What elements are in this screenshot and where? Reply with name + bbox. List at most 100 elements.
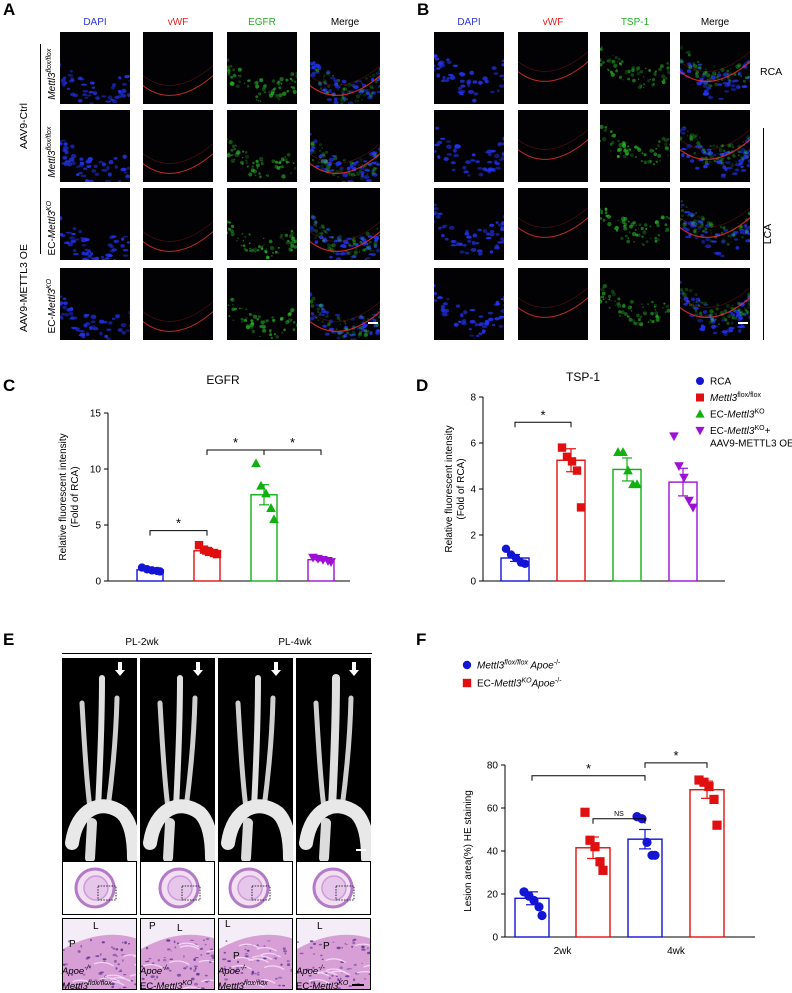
b-tile-r4-merge xyxy=(680,268,750,340)
significance-bracket xyxy=(532,776,645,781)
arrow-icon xyxy=(349,662,359,676)
data-point xyxy=(251,458,261,467)
a-tile-r4-egfr xyxy=(227,268,297,340)
a-tile-r2-dapi xyxy=(60,110,130,182)
a-tile-r3-merge xyxy=(310,188,380,260)
data-point xyxy=(521,560,529,568)
he-section-2 xyxy=(140,861,215,915)
row-label-a3: EC-Mettl3KO xyxy=(46,188,58,268)
a-tile-r4-dapi xyxy=(60,268,130,340)
data-point xyxy=(558,443,566,451)
b-tile-r2-dapi xyxy=(434,110,504,182)
chart-title: EGFR xyxy=(206,373,240,387)
pl2-line xyxy=(62,653,222,654)
a-tile-r3-vwf xyxy=(143,188,213,260)
y-axis-label: Lesion area(%) HE staining xyxy=(463,790,474,912)
genotype-caption-3: Apoe-/-Mettl3flox/flox xyxy=(218,963,294,993)
significance-bracket xyxy=(207,450,264,455)
x-tick-label: 2wk xyxy=(554,946,573,957)
y-tick-label: 10 xyxy=(90,465,102,476)
legend-entry: EC-Mettl3KOApoe-/- xyxy=(477,678,562,690)
he-section-4 xyxy=(296,861,371,915)
data-point xyxy=(534,902,543,911)
rca-label: RCA xyxy=(760,66,782,78)
data-point xyxy=(669,432,679,441)
legend-entry-line2: AAV9-METTL3 OE xyxy=(710,439,792,450)
a-channel-label-dapi: DAPI xyxy=(60,17,130,28)
pl4-line xyxy=(218,653,372,654)
a-channel-label-merge: Merge xyxy=(310,17,380,28)
data-point xyxy=(642,838,651,847)
panel-label-b: B xyxy=(417,0,429,20)
data-point xyxy=(573,466,581,474)
row-label-a1: Mettl3flox/flox xyxy=(46,34,58,114)
data-point xyxy=(709,795,718,804)
data-point xyxy=(568,457,576,465)
bar xyxy=(557,460,585,581)
data-point xyxy=(650,851,659,860)
a-channel-label-vwf: vWF xyxy=(143,17,213,28)
significance-bracket xyxy=(515,422,571,427)
a-tile-r1-egfr xyxy=(227,32,297,104)
data-point xyxy=(598,866,607,875)
b-tile-r4-vwf xyxy=(518,268,588,340)
significance-bracket xyxy=(264,450,321,455)
legend-entry: EC-Mettl3KO xyxy=(710,409,765,421)
lumen-label: L xyxy=(177,923,183,934)
b-tile-r3-tsp-1 xyxy=(600,188,670,260)
y-tick-label: 0 xyxy=(470,577,476,588)
b-tile-r2-vwf xyxy=(518,110,588,182)
lca-label: LCA xyxy=(762,219,774,249)
significance-label: * xyxy=(290,435,295,450)
bar xyxy=(576,848,610,937)
significance-label: * xyxy=(673,748,678,763)
significance-label: * xyxy=(540,407,545,422)
y-tick-label: 5 xyxy=(95,521,101,532)
significance-bracket xyxy=(645,763,707,768)
arrow-icon xyxy=(115,662,125,676)
y-tick-label: 60 xyxy=(487,804,499,815)
panel-label-e: E xyxy=(3,630,14,650)
plaque-label: P xyxy=(149,921,156,932)
group-label-oe: AAV9-METTL3 OE xyxy=(18,238,30,338)
data-point xyxy=(674,462,684,471)
data-point xyxy=(679,474,689,483)
b-channel-label-tsp-1: TSP-1 xyxy=(600,17,670,28)
significance-label: NS xyxy=(614,811,624,818)
pl4-label: PL-4wk xyxy=(218,637,372,648)
b-tile-r3-vwf xyxy=(518,188,588,260)
aorta-photo-1 xyxy=(62,658,137,868)
data-point xyxy=(156,567,164,575)
legend-marker xyxy=(463,679,471,687)
b-tile-r2-tsp-1 xyxy=(600,110,670,182)
legend-marker xyxy=(695,427,704,435)
pl2-label: PL-2wk xyxy=(62,637,222,648)
y-tick-label: 2 xyxy=(470,531,476,542)
genotype-caption-2: Apoe-/-EC-Mettl3KO xyxy=(140,963,216,993)
data-point xyxy=(537,911,546,920)
genotype-caption-4: Apoe-/-EC-Mettl3KO xyxy=(296,963,372,993)
plaque-label: P xyxy=(323,941,330,952)
lumen-label: L xyxy=(317,921,323,932)
b-channel-label-merge: Merge xyxy=(680,17,750,28)
significance-label: * xyxy=(233,435,238,450)
data-point xyxy=(577,503,585,511)
b-tile-r3-dapi xyxy=(434,188,504,260)
a-tile-r2-vwf xyxy=(143,110,213,182)
y-axis-label: Relative fluorescent intensity xyxy=(58,433,69,560)
y-tick-label: 40 xyxy=(487,847,499,858)
b-tile-r1-dapi xyxy=(434,32,504,104)
panel-label-d: D xyxy=(416,376,428,396)
a-tile-r4-vwf xyxy=(143,268,213,340)
data-point xyxy=(712,821,721,830)
y-tick-label: 0 xyxy=(492,933,498,944)
y-tick-label: 8 xyxy=(470,393,476,404)
legend-entry: Mettl3flox/flox Apoe-/- xyxy=(477,660,561,672)
significance-label: * xyxy=(176,516,181,531)
legend-marker xyxy=(463,661,471,669)
bar xyxy=(690,790,724,937)
legend-marker xyxy=(696,377,704,385)
a-tile-r3-egfr xyxy=(227,188,297,260)
